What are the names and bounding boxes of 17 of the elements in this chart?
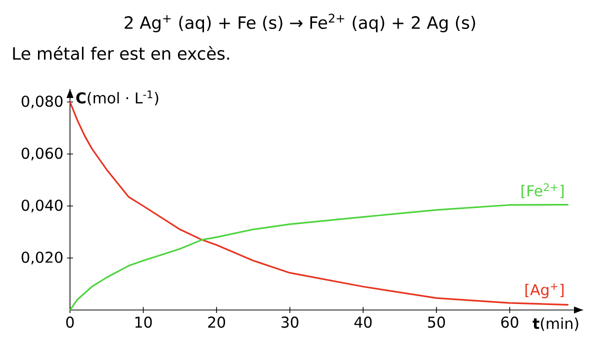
x-tick-label: 20 <box>208 316 226 328</box>
x-tick-label: 30 <box>281 316 298 328</box>
chart-subtitle: Le métal fer est en excès. <box>13 46 229 60</box>
x-tick-label: 40 <box>354 316 372 328</box>
y-tick-label: 0,020 <box>22 252 62 264</box>
series-label: [Fe$^{2+}$] <box>522 183 564 198</box>
x-axis-title: t(min) <box>532 318 578 331</box>
x-tick-label: 60 <box>501 316 518 328</box>
y-tick-label: 0,040 <box>22 200 62 212</box>
x-tick-label: 50 <box>428 316 445 328</box>
series-label: [Ag$^{+}$] <box>525 283 564 298</box>
chart-title: 2 Ag$^{+}$ (aq) + Fe (s) → Fe$^{2+}$ (aq) + 2 Ag (s) <box>124 14 476 32</box>
x-tick-label: 10 <box>135 316 152 328</box>
y-tick-label: 0,080 <box>22 96 62 108</box>
y-axis-title: C(mol · L$^{-1}$) <box>76 90 158 106</box>
y-tick-label: 0,060 <box>22 148 62 160</box>
x-tick-label: 0 <box>66 316 74 328</box>
